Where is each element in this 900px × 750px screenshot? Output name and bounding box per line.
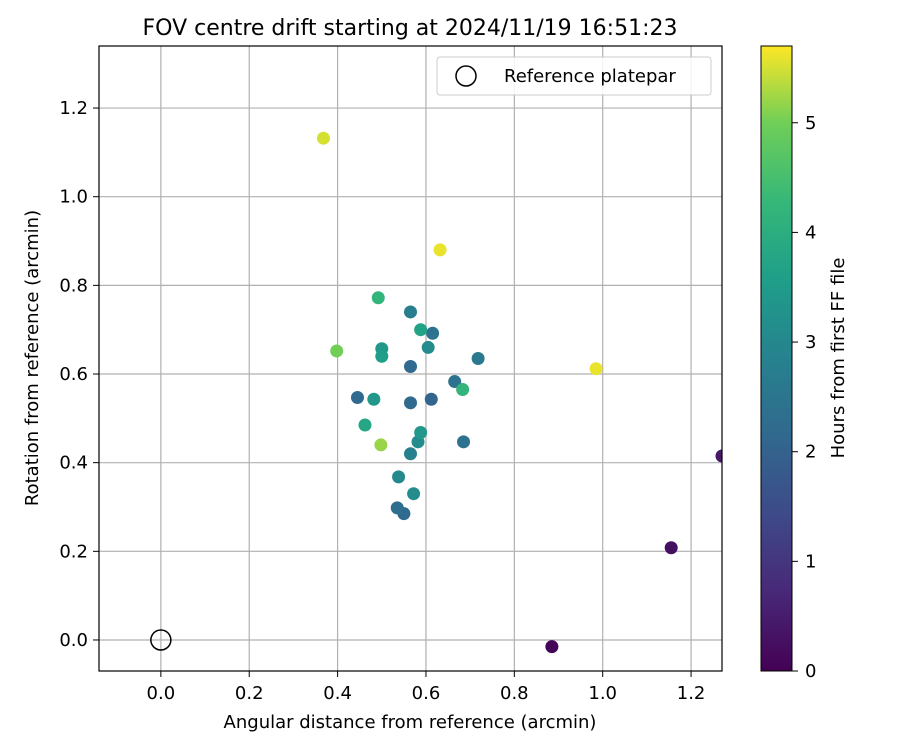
colorbar-tick-label: 0 (805, 661, 816, 682)
colorbar-gradient (760, 45, 793, 672)
x-tick-label: 0.4 (323, 683, 352, 704)
colorbar-label: Hours from first FF file (828, 258, 849, 459)
data-point (404, 305, 417, 319)
data-point (404, 396, 417, 410)
reference-platepar-marker (150, 629, 172, 651)
y-tick-label: 1.2 (59, 98, 88, 119)
legend-open-circle-icon (455, 65, 477, 87)
y-tick-label: 1.0 (59, 187, 88, 208)
grid-lines (99, 46, 722, 671)
x-tick-label: 0.2 (235, 683, 264, 704)
chart-title: FOV centre drift starting at 2024/11/19 … (143, 16, 678, 41)
data-point (404, 447, 417, 461)
data-point (371, 291, 385, 305)
legend: Reference platepar (436, 56, 712, 96)
data-point (426, 326, 440, 340)
x-tick-label: 1.2 (677, 683, 706, 704)
data-points (316, 131, 722, 654)
x-tick-label: 0.6 (412, 683, 441, 704)
data-point (404, 359, 417, 373)
data-point (448, 375, 462, 389)
data-point (457, 435, 471, 449)
x-tick-label: 0.0 (147, 683, 176, 704)
data-point (589, 362, 603, 376)
y-tick-label: 0.8 (59, 275, 88, 296)
colorbar-tick-label: 4 (805, 222, 816, 243)
x-tick-label: 1.0 (588, 683, 617, 704)
y-tick-label: 0.2 (59, 541, 88, 562)
data-point (375, 349, 389, 363)
y-axis-ticks: 0.0 0.2 0.4 0.6 0.8 1.0 1.2 (59, 98, 99, 651)
colorbar-tick-label: 2 (805, 442, 816, 463)
y-tick-label: 0.0 (59, 630, 88, 651)
data-point (367, 392, 381, 406)
colorbar-tick-label: 5 (805, 113, 816, 134)
data-point (715, 449, 722, 463)
data-point (471, 352, 485, 365)
data-point (664, 541, 678, 555)
data-point (316, 131, 330, 145)
legend-box (436, 56, 712, 96)
data-point (414, 426, 428, 440)
data-point (414, 323, 428, 337)
data-point (545, 640, 559, 654)
y-tick-label: 0.6 (59, 364, 88, 385)
plot-frame (98, 45, 723, 672)
colorbar-ticks: 0 1 2 3 4 5 (792, 113, 816, 682)
data-point (358, 418, 372, 432)
data-point (330, 344, 344, 358)
data-point (424, 392, 438, 406)
data-point (456, 383, 470, 397)
legend-entry-label: Reference platepar (504, 66, 676, 87)
x-tick-label: 0.8 (500, 683, 529, 704)
data-point (392, 470, 406, 484)
x-axis-ticks: 0.0 0.2 0.4 0.6 0.8 1.0 1.2 (147, 671, 706, 704)
data-point (421, 340, 435, 354)
colorbar-tick-label: 1 (805, 551, 816, 572)
data-point (350, 391, 364, 405)
colorbar: 0 1 2 3 4 5 Hours from first FF file (760, 45, 849, 682)
data-point (433, 243, 447, 257)
data-point (374, 438, 388, 452)
data-point (390, 501, 404, 515)
colorbar-tick-label: 3 (805, 332, 816, 353)
x-axis-label: Angular distance from reference (arcmin) (224, 712, 597, 733)
y-tick-label: 0.4 (59, 453, 88, 474)
y-axis-label: Rotation from reference (arcmin) (22, 210, 43, 506)
data-point (407, 487, 421, 501)
